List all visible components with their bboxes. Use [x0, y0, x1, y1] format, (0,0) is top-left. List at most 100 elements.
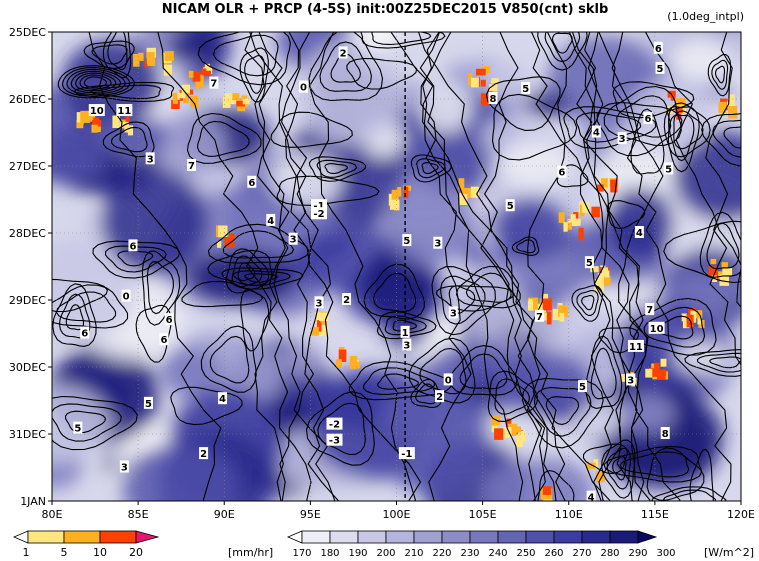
olr-blob	[673, 339, 724, 373]
contour-label: 7	[210, 79, 217, 90]
contour-line	[66, 68, 126, 95]
contour-label: 3	[450, 308, 457, 319]
contour-line	[196, 120, 250, 157]
contour-line	[279, 32, 319, 501]
contour-line	[416, 158, 446, 179]
precip-cell	[224, 93, 234, 99]
precip-cell	[242, 98, 250, 105]
precip-cell	[601, 178, 608, 188]
contour-line	[422, 32, 524, 501]
x-tick-label: 80E	[42, 508, 63, 521]
precip-cell	[676, 98, 686, 105]
contour-label: 11	[629, 342, 643, 353]
contour-label-bg	[648, 321, 665, 334]
contour-label: -1	[313, 201, 324, 212]
y-tick-label: 28DEC	[9, 227, 46, 240]
contour-label-bg	[534, 309, 544, 322]
contour-line	[52, 395, 138, 451]
contour-line	[723, 126, 741, 149]
contour-label: 3	[121, 463, 128, 474]
contour-line	[317, 402, 366, 456]
contour-line	[711, 59, 729, 90]
precip-cell	[338, 349, 347, 363]
contour-label-bg	[199, 447, 209, 460]
contour-label: 6	[558, 168, 565, 179]
olr-colorbar-swatch	[469, 530, 499, 544]
x-tick-label: 105E	[469, 508, 497, 521]
contour-label: 6	[248, 178, 255, 189]
contour-line	[581, 294, 595, 311]
precip-cell	[597, 273, 604, 283]
olr-blob	[296, 41, 408, 145]
contour-line	[376, 311, 437, 340]
olr-colorbar-swatch	[413, 530, 443, 544]
contour-label-bg	[159, 333, 169, 346]
olr-colorbar-label: 250	[516, 548, 535, 559]
contour-label-bg	[73, 421, 83, 434]
contour-label: 3	[627, 375, 634, 386]
precip-cell	[542, 486, 552, 495]
contour-line	[459, 353, 508, 390]
olr-colorbar-label: 210	[404, 548, 423, 559]
contour-line	[598, 32, 732, 501]
olr-blob	[122, 442, 238, 501]
contour-line	[712, 119, 741, 158]
precip-cell	[708, 266, 718, 276]
precip-colorbar-swatch	[99, 530, 137, 544]
contour-label-bg	[314, 296, 324, 309]
precip-colorbar-swatch	[63, 530, 101, 544]
precip-cell	[125, 116, 130, 122]
contour-line	[419, 32, 557, 501]
contour-label: 5	[403, 236, 410, 247]
precip-cell	[232, 93, 240, 101]
precip-cell	[205, 70, 211, 77]
contour-label-bg	[578, 380, 588, 393]
contour-line	[213, 34, 279, 77]
contour-line	[52, 283, 97, 347]
precip-cell	[138, 52, 144, 61]
contour-label: 8	[662, 429, 669, 440]
contour-label: 2	[343, 295, 350, 306]
x-axis: 80E 85E 90E 95E 100E 105E 110E 115E 120E	[42, 501, 755, 521]
contour-label: 6	[645, 114, 652, 125]
precip-cell	[657, 369, 666, 380]
precip-cell	[591, 206, 600, 218]
contour-line	[537, 32, 588, 71]
precip-cell	[501, 427, 512, 438]
y-tick-label: 26DEC	[9, 93, 46, 106]
contour-line	[384, 315, 427, 336]
olr-blob	[160, 347, 223, 395]
precip-cell	[481, 66, 491, 74]
contour-line	[111, 126, 148, 153]
precip-cell	[506, 418, 512, 429]
contour-line	[360, 32, 446, 49]
contour-line	[308, 32, 416, 501]
contour-label-bg	[617, 132, 627, 145]
contour-line	[170, 386, 243, 426]
olr-colorbar-label: 220	[432, 548, 451, 559]
precip-cell	[558, 212, 565, 223]
precip-cell	[567, 219, 578, 227]
contour-label-bg	[448, 306, 458, 319]
contour-line	[619, 451, 690, 478]
contour-label-bg	[88, 104, 105, 117]
olr-colorbar-swatch	[581, 530, 611, 544]
contour-label: 2	[200, 449, 207, 460]
olr-blob	[100, 169, 209, 276]
precip-cell	[728, 105, 738, 119]
contour-label-bg	[187, 159, 197, 171]
precip-cell	[558, 305, 568, 318]
contour-label-bg	[338, 46, 348, 59]
precip-colorbar: 1 5 10 20 [mm/hr]	[12, 530, 273, 559]
contour-label: 2	[340, 48, 347, 59]
precip-colorbar-arrow	[135, 530, 160, 544]
olr-blob	[166, 32, 217, 62]
contour-line	[709, 356, 741, 369]
contour-label: 5	[579, 382, 586, 393]
y-tick-label: 31DEC	[9, 428, 46, 441]
contour-line	[363, 263, 425, 320]
olr-colorbar-swatch	[329, 530, 359, 544]
precip-cell	[112, 115, 120, 129]
contour-label: 3	[316, 298, 323, 309]
contour-line	[511, 236, 540, 256]
